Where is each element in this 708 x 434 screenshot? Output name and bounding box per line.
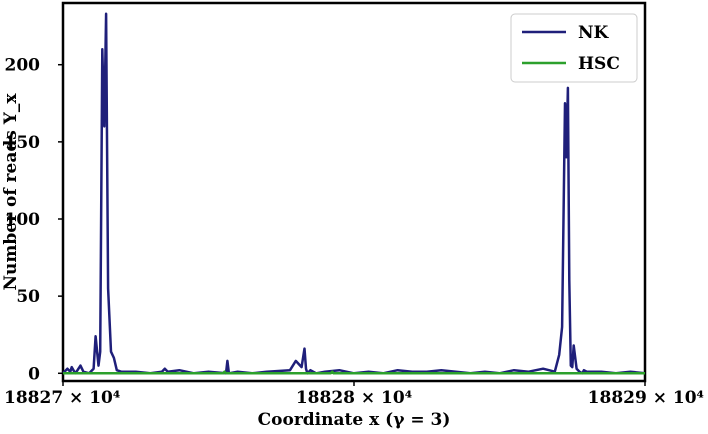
y-axis-ticks: 0 50 100 150 200 xyxy=(5,56,63,384)
x-tick-label: 18828 × 10⁴ xyxy=(296,388,412,408)
x-tick-label: 18829 × 10⁴ xyxy=(588,388,704,408)
x-axis-label: Coordinate x (γ = 3) xyxy=(258,410,451,430)
series-line-nk xyxy=(62,12,646,375)
y-tick-label: 150 xyxy=(5,133,41,153)
x-tick-label: 18827 × 10⁴ xyxy=(4,388,120,408)
series-layer xyxy=(62,12,646,375)
y-axis-label: Number of reads Y_x xyxy=(1,93,21,291)
series-line-hsc xyxy=(63,370,645,375)
y-tick-label: 0 xyxy=(28,364,40,384)
y-tick-label: 100 xyxy=(5,210,41,230)
y-tick-label: 200 xyxy=(5,56,41,76)
legend: NK HSC xyxy=(510,13,638,83)
legend-label-nk: NK xyxy=(578,23,610,43)
y-tick-label: 50 xyxy=(16,287,40,307)
legend-label-hsc: HSC xyxy=(578,54,620,74)
x-axis-ticks: 18827 × 10⁴ 18828 × 10⁴ 18829 × 10⁴ xyxy=(4,381,704,408)
